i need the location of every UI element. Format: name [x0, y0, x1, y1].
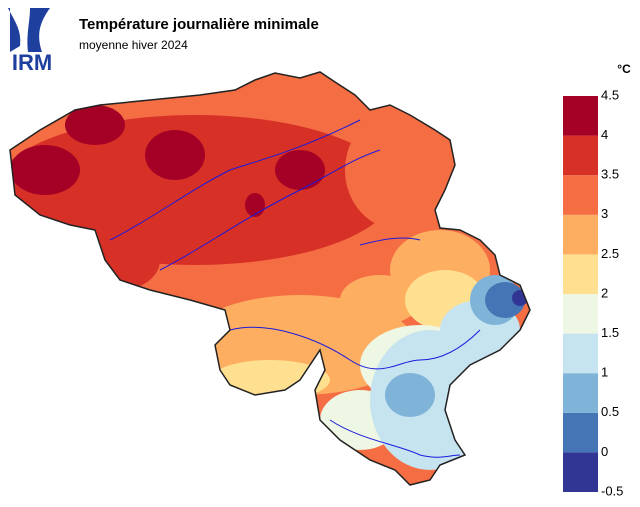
- logo-text: IRM: [12, 50, 52, 75]
- map-zone: [345, 110, 455, 230]
- legend-swatch: [563, 373, 598, 413]
- legend-tick-label: 4: [601, 127, 608, 142]
- legend-tick-label: -0.5: [601, 483, 623, 498]
- legend-tick-label: 0: [601, 444, 608, 459]
- legend-tick-label: 2: [601, 285, 608, 300]
- legend-swatch: [563, 135, 598, 176]
- legend-tick-label: 1: [601, 365, 608, 380]
- legend-tick-label: 3: [601, 206, 608, 221]
- river: [159, 149, 381, 271]
- map-zone: [10, 145, 80, 195]
- legend-swatch: [563, 96, 598, 136]
- map-zone: [340, 275, 420, 325]
- map-zone: [65, 105, 125, 145]
- unit: °C: [617, 62, 631, 76]
- subtitle: moyenne hiver 2024: [79, 38, 188, 52]
- title: Température journalière minimale: [79, 16, 319, 33]
- legend-tick-label: 1.5: [601, 325, 619, 340]
- map-zone: [210, 360, 330, 400]
- legend-tick-label: 4.5: [601, 87, 619, 102]
- legend-tick-label: 2.5: [601, 246, 619, 261]
- logo-mark: [8, 8, 50, 52]
- legend-swatch: [563, 175, 598, 215]
- map-zone: [145, 130, 205, 180]
- map: [10, 72, 530, 485]
- legend-swatch: [563, 452, 598, 492]
- legend-swatch: [563, 333, 598, 374]
- legend-tick-label: 3.5: [601, 167, 619, 182]
- map-zone: [245, 193, 265, 217]
- river: [329, 419, 461, 458]
- legend-swatch: [563, 294, 598, 334]
- map-zone: [485, 282, 525, 318]
- logo: IRM: [8, 8, 52, 75]
- river: [359, 237, 421, 246]
- river: [229, 326, 481, 370]
- map-zone: [80, 230, 160, 290]
- river: [109, 119, 361, 241]
- rivers: [109, 119, 481, 458]
- legend-swatch: [563, 254, 598, 294]
- map-zone: [385, 373, 435, 417]
- legend-tick-label: 0.5: [601, 404, 619, 419]
- legend-swatch: [563, 412, 598, 453]
- legend-swatch: [563, 214, 598, 255]
- map-zone: [275, 150, 325, 190]
